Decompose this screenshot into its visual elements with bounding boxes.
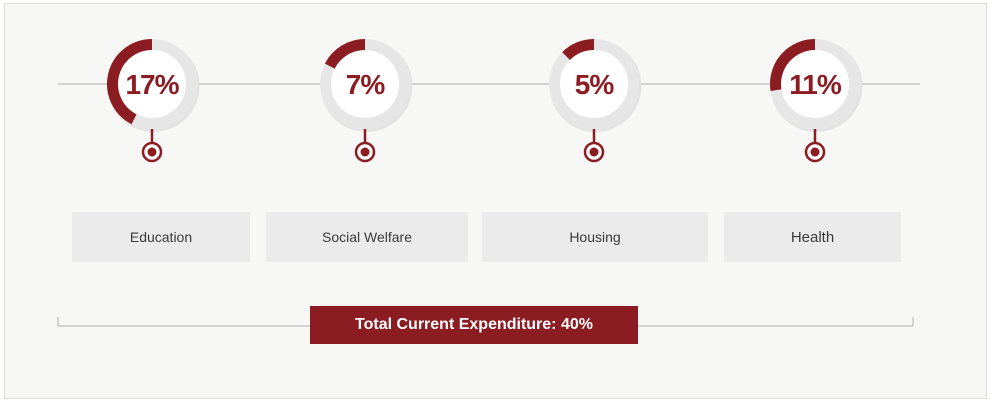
category-label-housing: Housing <box>569 229 621 245</box>
marker-dot <box>810 147 820 157</box>
donut-disc <box>107 39 197 129</box>
donut-arc-education <box>107 39 153 125</box>
category-box-social-welfare: Social Welfare <box>266 212 468 262</box>
value-label-housing: 5% <box>575 69 615 100</box>
donut-disc <box>770 39 860 129</box>
category-label-health: Health <box>790 228 835 246</box>
category-label-social-welfare: Social Welfare <box>321 229 412 245</box>
category-box-housing: Housing <box>482 212 708 262</box>
donut-disc <box>320 39 410 129</box>
marker-dot <box>360 147 370 157</box>
donut-education: 17% <box>107 39 200 132</box>
total-expenditure-label: Total Current Expenditure: 40% <box>355 316 593 333</box>
donut-social-welfare: 7% <box>320 39 413 132</box>
marker-dot <box>589 147 599 157</box>
category-box-health: Health <box>724 212 901 262</box>
donut-arc-housing <box>562 39 595 61</box>
category-label-education: Education <box>129 229 193 245</box>
value-label-health: 11% <box>789 69 842 100</box>
donut-housing: 5% <box>549 39 642 132</box>
donut-disc <box>549 39 639 129</box>
total-expenditure-banner: Total Current Expenditure: 40% <box>310 306 638 344</box>
marker-dot <box>147 147 157 157</box>
donut-arc-social-welfare <box>324 39 366 69</box>
donut-arc-health <box>770 39 816 92</box>
donut-health: 11% <box>770 39 863 132</box>
value-label-education: 17% <box>125 69 179 100</box>
category-box-education: Education <box>72 212 250 262</box>
value-label-social-welfare: 7% <box>346 69 386 100</box>
